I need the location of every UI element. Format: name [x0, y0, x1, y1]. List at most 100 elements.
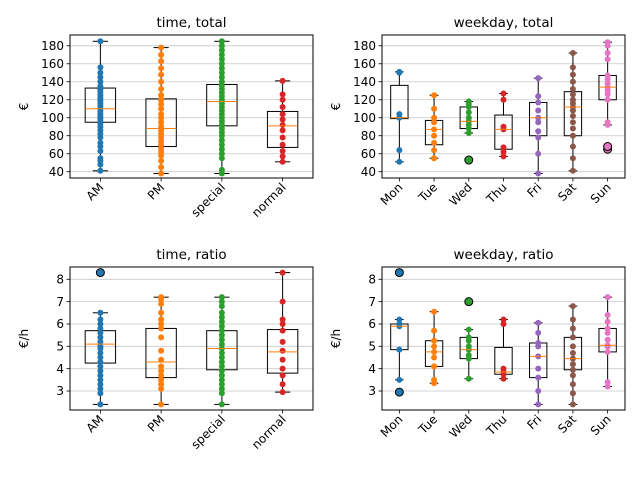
y-axis-label: €/h — [17, 329, 31, 348]
data-point — [279, 338, 286, 345]
data-point — [279, 389, 286, 396]
data-point — [218, 74, 225, 81]
data-point — [604, 56, 611, 63]
data-point — [97, 325, 104, 332]
y-tick-label: 6 — [368, 317, 376, 331]
data-point — [218, 318, 225, 325]
data-point — [279, 134, 286, 141]
data-point — [279, 103, 286, 110]
data-point — [465, 375, 472, 382]
data-point — [569, 132, 576, 139]
data-point — [500, 375, 507, 382]
data-point — [431, 119, 438, 126]
data-point — [158, 101, 165, 108]
data-point — [97, 78, 104, 85]
y-tick-label: 160 — [353, 57, 376, 71]
data-point — [500, 320, 507, 327]
data-point — [431, 363, 438, 370]
data-point — [279, 77, 286, 84]
outlier-point — [95, 268, 105, 278]
y-tick-label: 160 — [41, 57, 64, 71]
data-point — [569, 390, 576, 397]
x-tick-label: Sat — [555, 180, 579, 204]
data-point — [158, 367, 165, 374]
data-point — [158, 85, 165, 92]
data-point — [500, 365, 507, 372]
y-tick-label: 80 — [361, 129, 376, 143]
data-point — [569, 381, 576, 388]
x-tick-label: Fri — [524, 180, 544, 200]
data-point — [97, 167, 104, 174]
y-tick-label: 80 — [49, 129, 64, 143]
data-point — [158, 105, 165, 112]
x-tick-label: Mon — [378, 412, 406, 440]
data-point — [158, 363, 165, 370]
x-tick-label: Sun — [588, 412, 614, 438]
data-point — [569, 85, 576, 92]
data-point — [279, 153, 286, 160]
data-point — [97, 390, 104, 397]
data-point — [569, 334, 576, 341]
data-point — [97, 155, 104, 162]
data-point — [97, 69, 104, 76]
data-point — [218, 146, 225, 153]
data-point — [396, 346, 403, 353]
chart-weekday-total: 40 60 80 100 120 140 160 180 Mon Tue Wed Thu Fri Sat S… — [329, 15, 626, 209]
y-tick-label: 120 — [353, 93, 376, 107]
data-point — [218, 314, 225, 321]
data-point — [604, 312, 611, 319]
y-tick-label: 4 — [368, 362, 376, 376]
data-point — [500, 144, 507, 151]
data-point — [218, 354, 225, 361]
data-point — [279, 91, 286, 98]
data-point — [569, 96, 576, 103]
data-point — [218, 376, 225, 383]
data-point — [97, 350, 104, 357]
data-point — [97, 38, 104, 45]
data-point — [396, 316, 403, 323]
data-point — [218, 56, 225, 63]
y-tick-label: 6 — [56, 317, 64, 331]
x-tick-label: normal — [249, 412, 289, 452]
data-point — [158, 385, 165, 392]
data-point — [279, 365, 286, 372]
data-point — [97, 148, 104, 155]
x-tick-label: Sat — [555, 412, 579, 436]
data-point — [158, 119, 165, 126]
data-point — [158, 164, 165, 171]
chart-title: time, ratio — [156, 247, 226, 263]
data-point — [535, 329, 542, 336]
data-point — [279, 116, 286, 123]
data-point — [218, 166, 225, 173]
data-point — [158, 376, 165, 383]
data-point — [158, 157, 165, 164]
data-point — [535, 75, 542, 82]
data-point — [218, 51, 225, 58]
data-point — [97, 358, 104, 365]
data-point — [218, 309, 225, 316]
y-tick-label: 60 — [49, 147, 64, 161]
x-tick-label: Wed — [447, 412, 475, 440]
outlier-point — [464, 155, 474, 165]
data-point — [535, 170, 542, 177]
data-point — [279, 356, 286, 363]
data-point — [218, 47, 225, 54]
data-point — [431, 139, 438, 146]
data-point — [158, 96, 165, 103]
chart-title: weekday, total — [454, 15, 554, 31]
data-point — [604, 336, 611, 343]
data-point — [97, 367, 104, 374]
data-point — [465, 109, 472, 116]
data-point — [279, 96, 286, 103]
data-point — [97, 316, 104, 323]
data-point — [431, 147, 438, 154]
data-point — [97, 334, 104, 341]
data-point — [218, 141, 225, 148]
data-point — [97, 376, 104, 383]
chart-weekday-ratio: 3 4 5 6 7 8 Mon Tue Wed Thu Fri Sat Sun weekday, rati… — [329, 247, 626, 441]
x-tick-label: PM — [145, 412, 167, 434]
x-tick-label: Wed — [447, 180, 475, 208]
data-point — [279, 148, 286, 155]
y-tick-label: 40 — [49, 165, 64, 179]
